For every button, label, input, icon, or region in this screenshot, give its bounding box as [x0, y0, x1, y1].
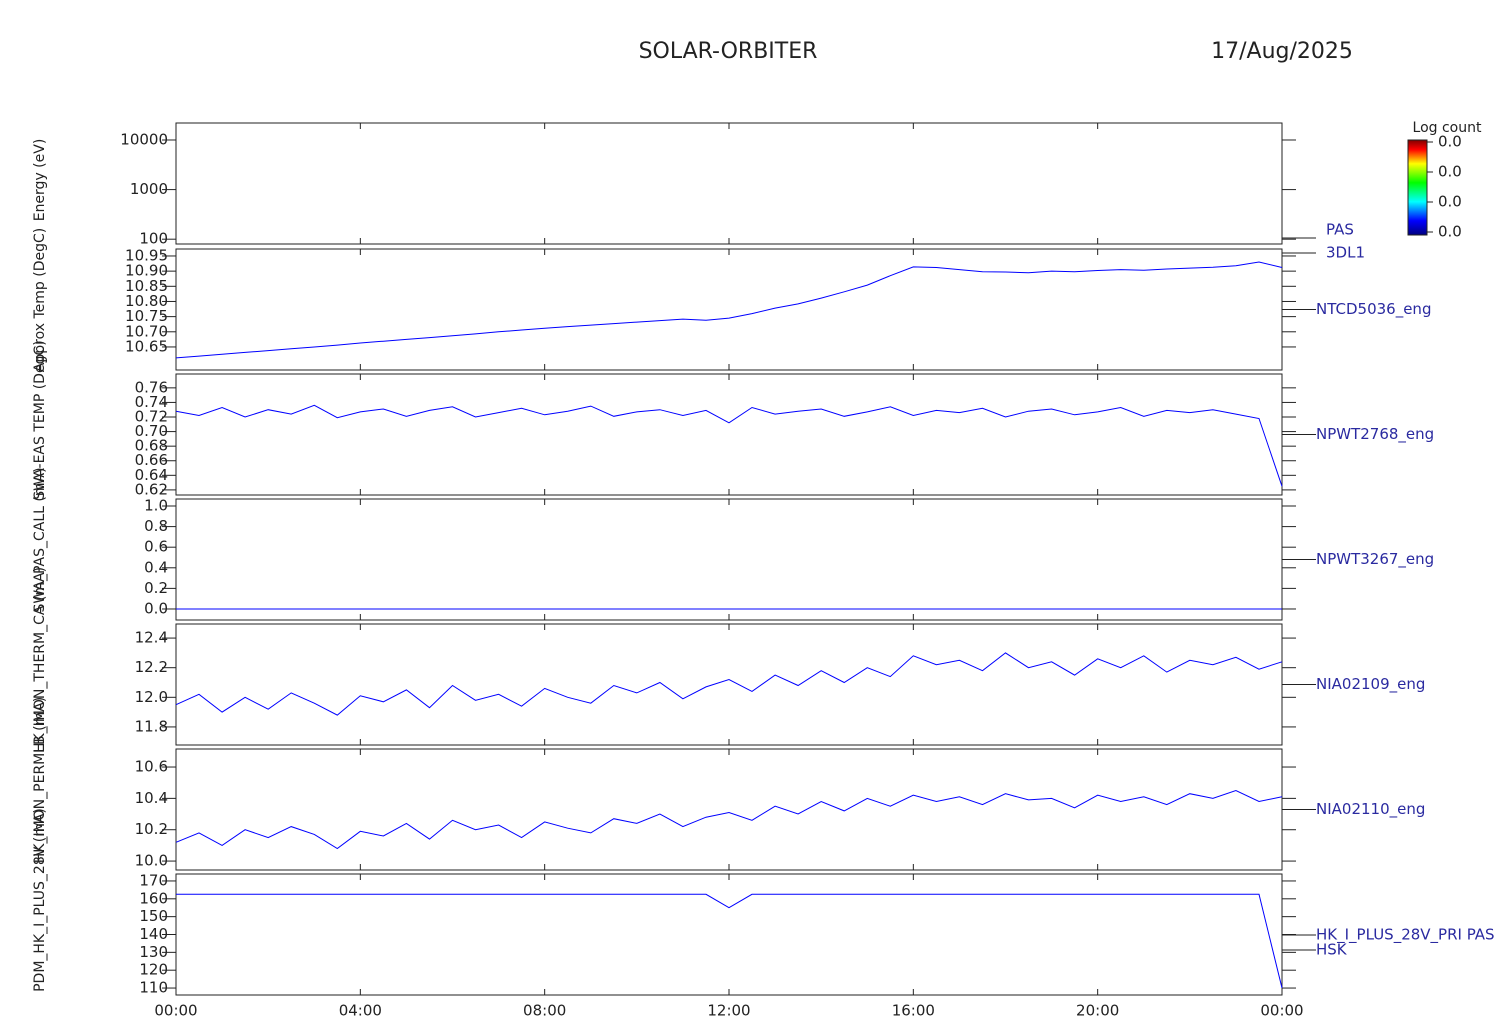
series-line — [175, 789, 1283, 850]
series-line — [176, 893, 1283, 989]
y-tick-label: 12.2 — [135, 658, 168, 676]
colorbar-label: Log count — [1413, 120, 1482, 136]
panel-label: PAS — [1326, 221, 1354, 239]
y-tick-label: 10000 — [120, 130, 168, 148]
colorbar-tick-label: 0.0 — [1438, 163, 1462, 181]
y-tick-label: 10.70 — [125, 322, 168, 340]
panel-label: HSK — [1316, 941, 1348, 959]
y-tick-label: 150 — [139, 907, 168, 925]
panel-label: NPWT3267_eng — [1316, 550, 1434, 569]
y-tick-label: 10.6 — [135, 758, 168, 776]
colorbar-tick-label: 0.0 — [1438, 133, 1462, 151]
x-tick-label: 20:00 — [1076, 1002, 1119, 1020]
panel-label: NTCD5036_eng — [1316, 300, 1431, 319]
y-axis-label: Energy (eV) — [32, 139, 48, 222]
y-tick-label: 0.64 — [135, 466, 168, 484]
y-tick-label: 10.90 — [125, 262, 168, 280]
y-tick-label: 0.66 — [135, 451, 168, 469]
y-axis-label: HK_IMON_PERMLB (mA) — [32, 697, 48, 864]
y-tick-label: 10.85 — [125, 277, 168, 295]
y-tick-label: 0.6 — [144, 538, 168, 556]
x-tick-label: 00:00 — [154, 1002, 197, 1020]
y-tick-label: 110 — [139, 979, 168, 997]
y-tick-label: 10.0 — [135, 852, 168, 870]
y-axis-label: PDM_HK_I_PLUS_28V (mA) — [32, 808, 48, 992]
colorbar-tick-label: 0.0 — [1438, 193, 1462, 211]
panel-frame — [175, 873, 1283, 996]
y-tick-label: 10.95 — [125, 246, 168, 264]
y-tick-label: 10.4 — [135, 789, 168, 807]
x-tick-label: 04:00 — [339, 1002, 382, 1020]
y-tick-label: 0.0 — [144, 599, 168, 617]
x-tick-label: 16:00 — [892, 1002, 935, 1020]
x-tick-label: 12:00 — [707, 1002, 750, 1020]
y-tick-label: 0.72 — [135, 408, 168, 426]
y-tick-label: 0.2 — [144, 579, 168, 597]
panel-label: NPWT2768_eng — [1316, 425, 1434, 444]
panel-label: 3DL1 — [1326, 244, 1365, 262]
panel-frame — [175, 373, 1283, 496]
y-tick-label: 0.8 — [144, 517, 168, 535]
colorbar — [1407, 139, 1428, 236]
panel-frame — [175, 498, 1283, 621]
title: SOLAR-ORBITER — [639, 39, 818, 64]
panel-frame — [175, 122, 1283, 245]
x-tick-label: 00:00 — [1260, 1002, 1303, 1020]
panel-frame — [175, 623, 1283, 746]
y-tick-label: 0.4 — [144, 558, 168, 576]
panel-label: NIA02110_eng — [1316, 800, 1425, 819]
y-tick-label: 120 — [139, 961, 168, 979]
y-tick-label: 12.0 — [135, 688, 168, 706]
y-tick-label: 10.2 — [135, 820, 168, 838]
panel-label: NIA02109_eng — [1316, 675, 1425, 694]
series-line — [175, 652, 1283, 716]
y-tick-label: 1.0 — [144, 497, 168, 515]
panel-frame — [175, 748, 1283, 871]
y-tick-label: 100 — [139, 230, 168, 248]
y-tick-label: 10.65 — [125, 337, 168, 355]
y-tick-label: 0.74 — [135, 393, 168, 411]
y-tick-label: 12.4 — [135, 629, 168, 647]
y-tick-label: 0.76 — [135, 378, 168, 396]
y-axis-label: SWA-EAS TEMP (DegC) — [32, 340, 48, 499]
y-axis-label: HK_IMON_THERM_CA (mA) — [32, 567, 48, 753]
y-tick-label: 0.68 — [135, 437, 168, 455]
series-line — [175, 404, 1283, 487]
y-tick-label: 140 — [139, 925, 168, 943]
series-line — [175, 261, 1283, 359]
y-tick-label: 130 — [139, 943, 168, 961]
y-tick-label: 0.70 — [135, 422, 168, 440]
panel-frame — [175, 248, 1283, 371]
y-tick-label: 10.75 — [125, 307, 168, 325]
y-tick-label: 10.80 — [125, 292, 168, 310]
x-tick-label: 08:00 — [523, 1002, 566, 1020]
date: 17/Aug/2025 — [1211, 39, 1353, 64]
y-tick-label: 11.8 — [135, 717, 168, 735]
y-axis-label: SWA_PAS_CALL (mA) — [32, 467, 48, 612]
panel-label: HK_I_PLUS_28V_PRI PAS — [1316, 926, 1495, 945]
y-axis-label: Approx Temp (DegC) — [32, 228, 48, 372]
y-tick-label: 170 — [139, 871, 168, 889]
colorbar-tick-label: 0.0 — [1438, 223, 1462, 241]
y-tick-label: 0.62 — [135, 480, 168, 498]
y-tick-label: 160 — [139, 889, 168, 907]
y-tick-label: 1000 — [130, 180, 168, 198]
